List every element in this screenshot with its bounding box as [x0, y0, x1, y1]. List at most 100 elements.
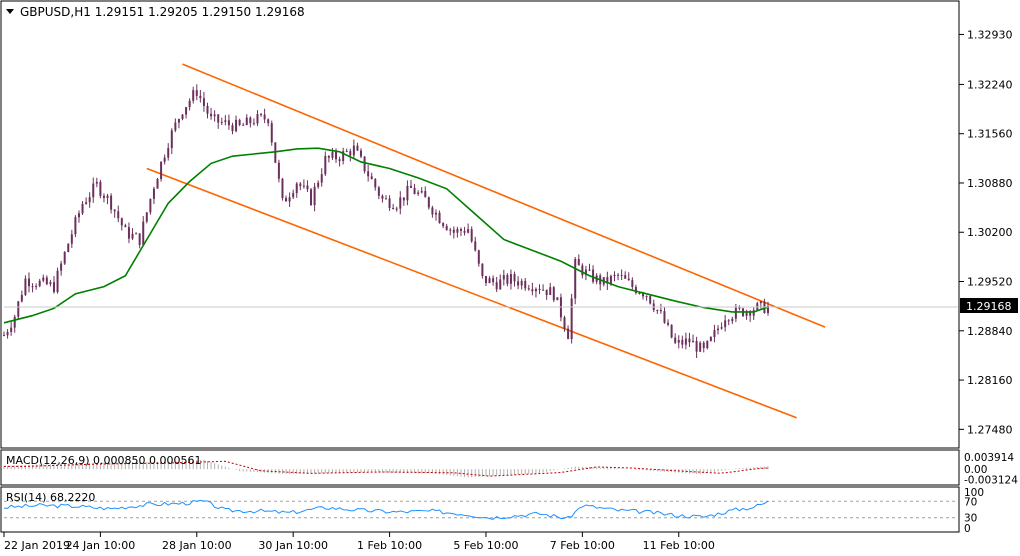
candle-body: [295, 183, 298, 194]
candle-body: [152, 188, 155, 199]
candle-body: [549, 287, 552, 295]
candle-body: [292, 193, 295, 198]
candle-body: [120, 218, 123, 226]
rsi-pane[interactable]: [0, 486, 960, 533]
candle-body: [10, 327, 13, 332]
price-tick-label: 1.32930: [967, 28, 1013, 41]
candle-body: [642, 293, 645, 297]
candle-body: [238, 119, 241, 125]
candle-body: [406, 185, 409, 201]
candle-body: [506, 275, 509, 284]
candle-body: [256, 114, 259, 124]
candle-body: [670, 324, 673, 338]
time-tick-label: 7 Feb 10:00: [550, 539, 615, 552]
candle-body: [502, 275, 505, 280]
candle-body: [245, 117, 248, 126]
candle-body: [217, 114, 220, 123]
candle-body: [202, 98, 205, 106]
candle-body: [102, 195, 105, 198]
candle-body: [488, 278, 491, 284]
candle-body: [445, 226, 448, 231]
candle-body: [31, 286, 34, 288]
candle-body: [335, 151, 338, 160]
candle-body: [77, 213, 80, 218]
candle-body: [327, 156, 330, 158]
candle-body: [224, 120, 227, 122]
channel-upper-line[interactable]: [182, 63, 826, 328]
candle-body: [467, 229, 470, 233]
macd-tick-label: 0.00: [964, 464, 987, 476]
candle-body: [138, 233, 141, 245]
candle-body: [692, 340, 695, 343]
candle-body: [24, 278, 27, 295]
candle-body: [399, 197, 402, 209]
candle-body: [513, 274, 516, 282]
time-tick-label: 30 Jan 10:00: [258, 539, 328, 552]
candle-body: [206, 105, 209, 114]
time-tick-label: 5 Feb 10:00: [453, 539, 518, 552]
candle-body: [624, 275, 627, 279]
candle-body: [56, 270, 59, 293]
candle-body: [767, 305, 769, 313]
candle-body: [113, 209, 116, 212]
macd-label: MACD(12,26,9) 0.000850 0.000561: [6, 454, 202, 467]
candle-body: [402, 197, 405, 201]
channel-lower-line[interactable]: [146, 167, 797, 419]
candle-body: [684, 338, 687, 345]
candle-body: [249, 117, 252, 124]
time-tick-label: 1 Feb 10:00: [357, 539, 422, 552]
candle-body: [638, 292, 641, 294]
candle-body: [456, 229, 459, 233]
candle-body: [524, 280, 527, 289]
candle-body: [474, 241, 477, 251]
candle-body: [424, 191, 427, 198]
candle-body: [313, 186, 316, 206]
candle-body: [38, 280, 41, 287]
candle-body: [634, 286, 637, 293]
candle-body: [185, 107, 188, 115]
candle-body: [52, 282, 55, 293]
candle-body: [99, 181, 102, 196]
current-price-label: 1.29168: [966, 300, 1012, 313]
candle-body: [392, 207, 395, 209]
time-tick-label: 24 Jan 10:00: [66, 539, 136, 552]
candle-body: [63, 251, 66, 264]
candle-body: [581, 265, 584, 276]
candle-body: [160, 161, 163, 180]
candle-body: [285, 198, 288, 202]
candle-body: [695, 340, 698, 352]
candle-body: [567, 328, 570, 340]
candle-body: [463, 230, 466, 233]
dropdown-triangle-icon[interactable]: [6, 9, 14, 14]
current-price-tag: [960, 298, 1018, 313]
candle-body: [13, 316, 16, 328]
candle-body: [17, 301, 20, 317]
candle-body: [213, 114, 216, 117]
candle-body: [60, 263, 63, 271]
rsi-tick-label: 0: [964, 523, 971, 535]
candle-body: [70, 234, 73, 244]
candle-body: [620, 274, 623, 276]
candle-body: [656, 309, 659, 311]
main-chart-pane[interactable]: [0, 0, 960, 449]
candle-body: [106, 195, 109, 198]
macd-tick-label: 0.003914: [964, 452, 1014, 464]
candle-body: [417, 192, 420, 194]
candle-body: [35, 286, 38, 288]
candle-body: [663, 311, 666, 323]
candle-body: [49, 282, 52, 285]
candle-body: [338, 159, 341, 162]
candle-body: [470, 229, 473, 242]
candle-body: [20, 294, 23, 302]
candle-body: [495, 282, 498, 290]
candle-body: [688, 338, 691, 343]
price-tick-label: 1.28160: [967, 374, 1013, 387]
candle-body: [438, 212, 441, 224]
time-tick-label: 11 Feb 10:00: [643, 539, 715, 552]
candle-body: [110, 195, 113, 210]
candle-body: [42, 277, 45, 281]
candle-body: [299, 183, 302, 187]
